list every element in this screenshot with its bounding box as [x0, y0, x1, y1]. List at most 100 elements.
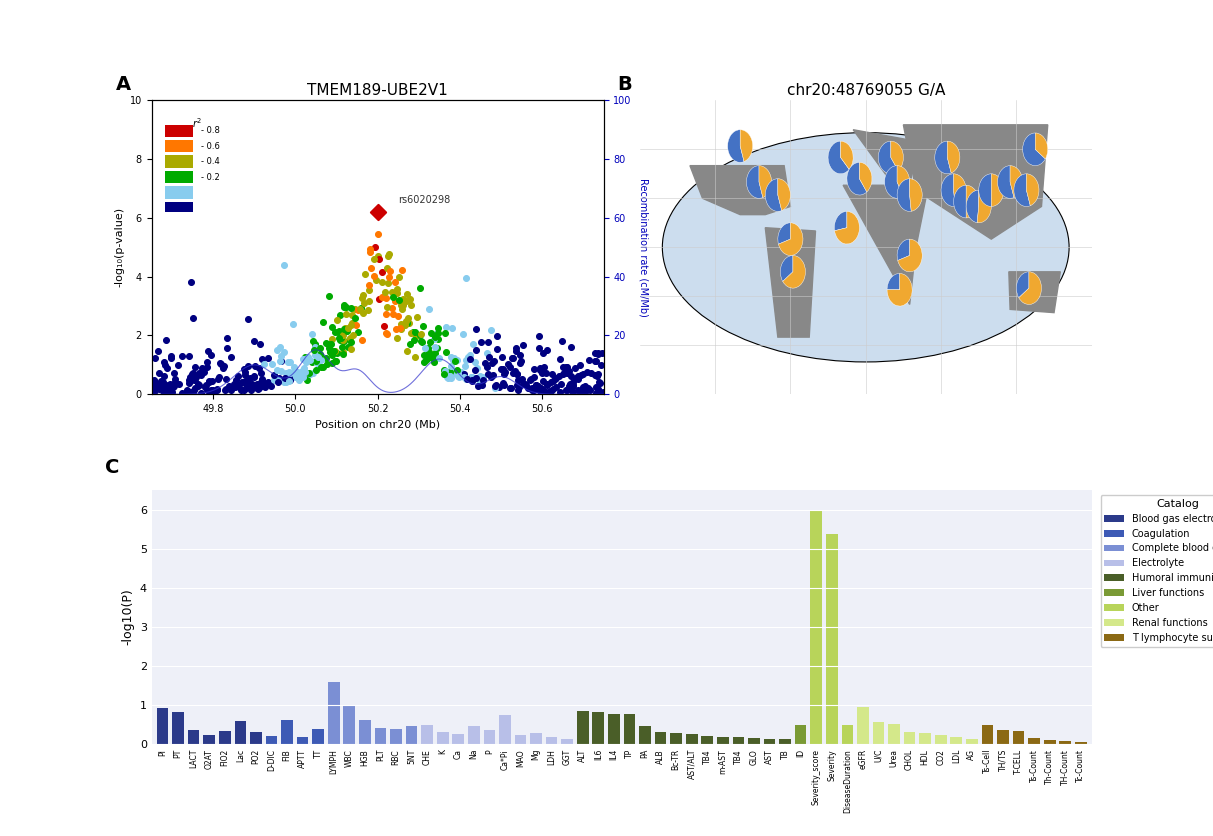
Point	[284, 365, 303, 379]
Bar	[156, 708, 169, 744]
Point	[553, 359, 573, 373]
Bar	[826, 534, 838, 744]
Point	[160, 378, 180, 391]
Point	[445, 354, 465, 367]
Wedge shape	[953, 186, 967, 218]
Point	[586, 354, 605, 368]
Point	[537, 344, 557, 357]
Point	[466, 323, 485, 336]
Point	[516, 377, 535, 390]
Point	[201, 383, 221, 396]
Point	[359, 283, 378, 297]
Point	[573, 380, 592, 394]
Point	[524, 382, 543, 395]
Point	[557, 360, 576, 374]
Point	[159, 379, 178, 392]
Point	[194, 365, 213, 379]
Wedge shape	[782, 256, 805, 288]
Point	[321, 320, 341, 334]
Point	[472, 378, 491, 391]
Point	[406, 329, 426, 343]
Point	[462, 370, 482, 383]
Point	[528, 380, 547, 393]
Point	[306, 339, 325, 352]
Polygon shape	[904, 125, 1048, 239]
Point	[144, 373, 164, 386]
Point	[186, 361, 205, 375]
Point	[197, 360, 216, 374]
Point	[440, 365, 460, 379]
Point	[526, 378, 546, 391]
Point	[577, 365, 597, 379]
Point	[297, 370, 317, 383]
Point	[455, 370, 474, 384]
Point	[428, 321, 448, 334]
Point	[300, 367, 319, 380]
Point	[298, 350, 318, 364]
Wedge shape	[967, 186, 979, 218]
Point	[558, 383, 577, 396]
Bar	[779, 739, 791, 744]
Point	[332, 328, 352, 341]
Wedge shape	[947, 141, 959, 173]
Ellipse shape	[662, 133, 1069, 362]
Point	[294, 352, 313, 365]
Bar	[188, 731, 199, 744]
Point	[533, 364, 552, 378]
Point	[251, 378, 270, 391]
Point	[279, 369, 298, 382]
Point	[269, 375, 289, 389]
Point	[383, 307, 403, 320]
Point	[325, 354, 344, 368]
Point	[146, 375, 165, 388]
Point	[235, 365, 255, 379]
Point	[408, 310, 427, 324]
Point	[183, 385, 203, 399]
Point	[321, 338, 341, 351]
Wedge shape	[1026, 174, 1040, 206]
Point	[217, 372, 237, 385]
Point	[249, 382, 268, 395]
Point	[400, 293, 420, 306]
Point	[562, 380, 581, 393]
Bar	[717, 737, 729, 744]
Point	[254, 375, 273, 389]
Point	[461, 348, 480, 361]
Bar	[1013, 732, 1025, 744]
Point	[551, 353, 570, 366]
Point	[201, 349, 221, 362]
Point	[159, 385, 178, 399]
Point	[387, 286, 406, 299]
Point	[207, 382, 227, 395]
Point	[300, 354, 319, 367]
Point	[593, 385, 613, 399]
Point	[353, 288, 372, 302]
Point	[279, 375, 298, 388]
Point	[587, 369, 606, 382]
Point	[380, 270, 399, 283]
Point	[575, 385, 594, 399]
Point	[213, 361, 233, 375]
Wedge shape	[860, 162, 872, 192]
Point	[227, 373, 246, 386]
Point	[372, 266, 392, 279]
Point	[541, 375, 560, 389]
Bar	[530, 733, 542, 744]
Point	[335, 323, 354, 336]
Point	[529, 329, 548, 343]
Point	[546, 372, 565, 385]
Point	[536, 385, 556, 398]
Point	[252, 366, 272, 380]
Point	[507, 342, 526, 355]
Point	[388, 309, 408, 323]
Point	[418, 346, 438, 359]
Point	[341, 318, 360, 331]
Point	[508, 383, 528, 396]
Point	[252, 372, 272, 385]
Wedge shape	[978, 190, 991, 223]
Point	[359, 294, 378, 308]
Point	[378, 277, 398, 290]
Point	[506, 344, 525, 358]
Point	[233, 375, 252, 389]
Wedge shape	[1023, 133, 1046, 166]
